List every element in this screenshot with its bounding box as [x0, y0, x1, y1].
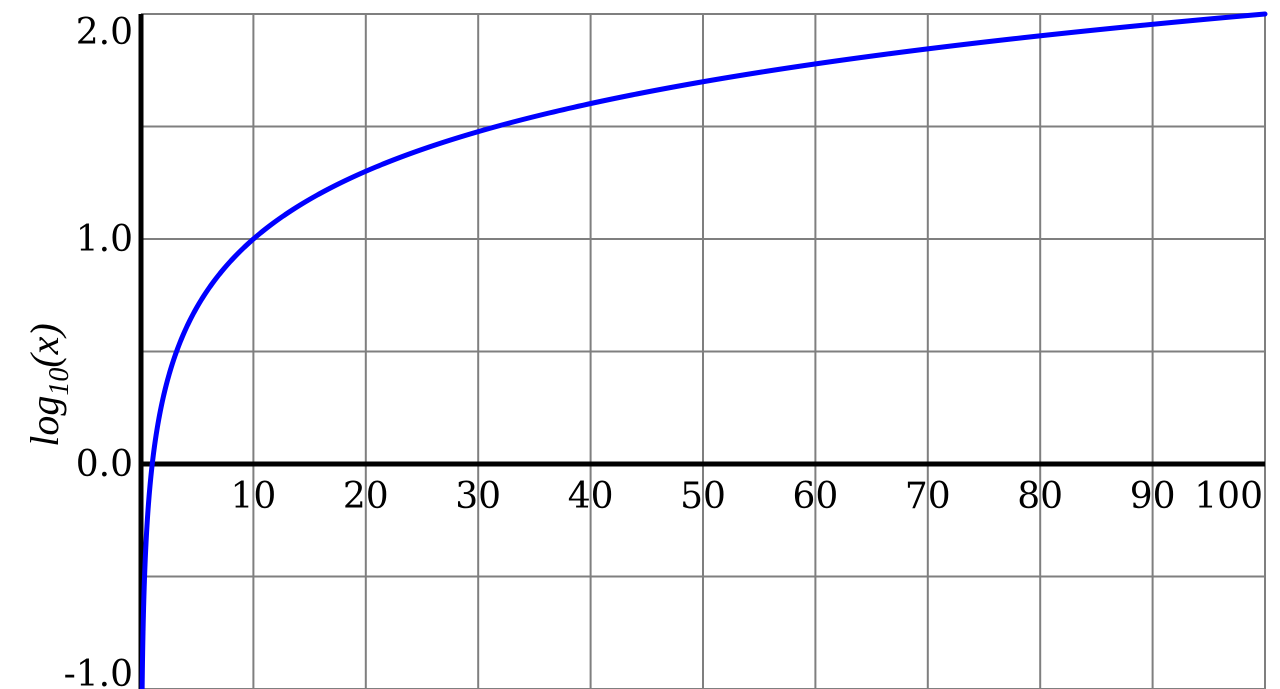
- y-tick-label--1: -1.0: [64, 654, 133, 689]
- x-tick-label-30: 30: [455, 476, 501, 517]
- x-tick-label-80: 80: [1017, 476, 1063, 517]
- x-tick-label-70: 70: [905, 476, 951, 517]
- y-axis-label-sub: 10: [44, 368, 75, 396]
- x-tick-label-50: 50: [680, 476, 726, 517]
- y-tick-label-0: 0.0: [76, 444, 133, 485]
- x-tick-label-100: 100: [1194, 476, 1263, 517]
- y-axis-label-suffix: (x): [22, 323, 67, 367]
- tick-labels: 10 20 30 40 50 60 70 80 90 100 -1.0 0.0 1.0 2.0: [64, 12, 1263, 689]
- plot-area: [139, 11, 1268, 689]
- y-tick-label-1: 1.0: [76, 219, 133, 260]
- x-tick-label-10: 10: [230, 476, 276, 517]
- x-tick-label-40: 40: [568, 476, 614, 517]
- y-axis-label: log10(x): [22, 323, 75, 447]
- y-axis-label-main: log: [22, 396, 67, 447]
- axes: [138, 14, 1265, 689]
- grid: [141, 13, 1266, 689]
- x-tick-label-90: 90: [1130, 476, 1176, 517]
- y-tick-label-2: 2.0: [76, 12, 133, 53]
- x-tick-label-60: 60: [792, 476, 838, 517]
- series-line-log10: [139, 11, 1268, 689]
- x-tick-label-20: 20: [343, 476, 389, 517]
